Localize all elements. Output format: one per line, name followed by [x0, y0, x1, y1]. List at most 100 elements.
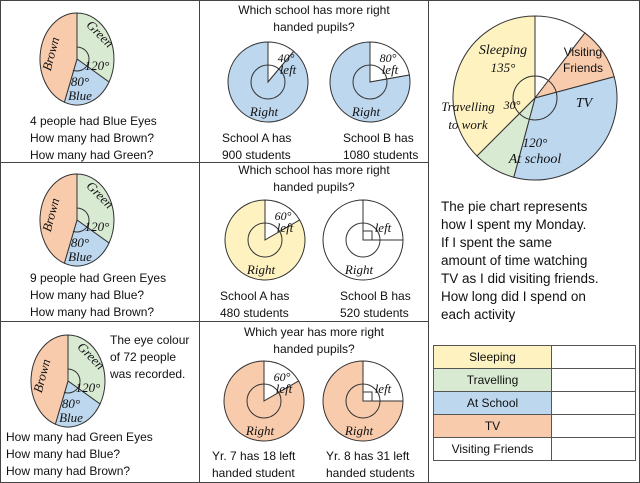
right-para-4: amount of time watching [441, 253, 588, 268]
table-answer-cell[interactable] [551, 437, 636, 461]
r3-pie-angle-arc-green [67, 368, 81, 388]
r3-pie-a-label-angle: 60° [274, 370, 291, 384]
r1-pie-angle-arc-blue [72, 64, 88, 72]
r3-pie-b-right-angle-mark [362, 391, 373, 402]
monday-label-visiting-2: Friends [563, 61, 603, 75]
right-para-7: each activity [441, 307, 516, 322]
r3-pie-a-label-right: Right [245, 423, 275, 438]
r1-pie-angle-arc-green [76, 46, 90, 66]
r1-pie-b-inner-ring [352, 64, 388, 100]
r3-pie-label-blue: Blue [59, 410, 83, 425]
monday-label-travelling-2: to work [448, 117, 488, 132]
r1-pie-a-label-angle: 40° [278, 51, 295, 65]
monday-label-school-angle: 120° [523, 135, 548, 150]
r3-pie-label-green-angle: 120° [76, 380, 101, 395]
table-row: Travelling [433, 368, 636, 392]
r1-pie-b-slice-left [369, 41, 410, 83]
r1-a-caption-1: School A has [222, 131, 292, 145]
monday-slice-travelling [476, 96, 536, 178]
monday-label-visiting-1: Visiting [564, 45, 602, 59]
r1-pie-slice-brown [39, 12, 78, 103]
r2-pie-label-green-angle: 120° [85, 219, 110, 234]
r3-title-2: handed pupils? [273, 342, 355, 356]
answer-table: Sleeping Travelling At School TV Visitin… [433, 345, 636, 461]
r1-pie-a-label-left: left [280, 62, 297, 77]
table-label-travelling: Travelling [433, 368, 552, 392]
r3-a-caption-2: handed student [212, 466, 295, 480]
r1-question-3: How many had Green? [30, 148, 154, 162]
table-row: TV [433, 414, 636, 438]
r2-pie-a-label-angle: 60° [275, 209, 292, 223]
r2-pie-slice-brown [39, 173, 78, 264]
r2-a-caption-2: 480 students [220, 306, 289, 320]
r1-pie-slice-green [76, 12, 115, 83]
r2-question-3: How many had Brown? [30, 305, 155, 319]
r1-b-caption-1: School B has [343, 131, 414, 145]
r2-pie-a-slice-right [224, 199, 306, 281]
r2-pie-a-inner-ring [247, 222, 283, 258]
r2-title-1: Which school has more right [238, 163, 390, 177]
table-label-sleeping: Sleeping [433, 345, 552, 369]
r3-pie-angle-arc-blue [63, 386, 79, 394]
right-para-1: The pie chart represents [441, 199, 588, 214]
r3-b-caption-2: handed students [326, 466, 415, 480]
r1-pie-label-blue: Blue [68, 88, 92, 103]
table-answer-cell[interactable] [551, 414, 636, 438]
right-para-5: TV as I did visiting friends. [441, 271, 599, 286]
table-answer-cell[interactable] [551, 345, 636, 369]
r1-pie-a-slice-right [227, 41, 309, 123]
r1-pie-b-slice-right [329, 41, 411, 123]
r3-question-1: How many had Green Eyes [6, 430, 153, 444]
r2-title-2: handed pupils? [273, 180, 355, 194]
r3-pie-label-blue-angle: 80° [62, 396, 80, 411]
r2-pie-label-blue-angle: 80° [71, 235, 89, 250]
r3-pie-b-label-left: left [375, 381, 392, 396]
monday-inner-ring [512, 75, 558, 121]
r1-title-2: handed pupils? [273, 20, 355, 34]
monday-slice-sleeping [452, 15, 536, 157]
r2-pie-b-label-left: left [375, 220, 392, 235]
r3-pie-a-inner-ring [246, 383, 282, 419]
table-label-tv: TV [433, 414, 552, 438]
r2-a-caption-1: School A has [220, 289, 290, 303]
table-label-visiting-friends: Visiting Friends [433, 437, 552, 461]
r3-b-caption-1: Yr. 8 has 31 left [326, 449, 410, 463]
r3-question-3: How many had Brown? [6, 464, 131, 478]
r1-pie-b-label-left: left [382, 62, 399, 77]
r3-pie-slice-brown [30, 334, 69, 425]
r3-pie-b-inner-ring [345, 383, 381, 419]
r2-pie-slice-green [76, 173, 115, 244]
monday-slice-at-school [513, 76, 618, 181]
r1-pie-a-label-right: Right [249, 104, 279, 119]
monday-label-travelling-angle: 30° [503, 98, 521, 112]
r1-pie-a-inner-ring [250, 64, 286, 100]
r2-pie-a-label-left: left [277, 220, 294, 235]
monday-label-sleeping-angle: 135° [491, 60, 516, 75]
r3-pie-b-slice-left [362, 360, 404, 402]
table-answer-cell[interactable] [551, 368, 636, 392]
r2-pie-angle-arc-blue [72, 225, 88, 233]
table-row: At School [433, 391, 636, 415]
r3-note-1: The eye colour [110, 333, 190, 347]
table-row: Sleeping [433, 345, 636, 369]
r3-title-1: Which year has more right [243, 325, 385, 339]
table-row: Visiting Friends [433, 437, 636, 461]
r1-title-1: Which school has more right [238, 3, 390, 17]
r3-note-2: of 72 people [110, 350, 177, 364]
r1-pie-label-green-angle: 120° [85, 58, 110, 73]
r1-pie-b-label-angle: 80° [380, 51, 397, 65]
table-answer-cell[interactable] [551, 391, 636, 415]
r3-pie-a-label-left: left [276, 381, 293, 396]
r2-pie-b-slice-left [362, 199, 404, 241]
monday-label-at-school: At school [508, 152, 562, 167]
monday-label-tv: TV [576, 96, 594, 111]
r1-pie-b-label-right: Right [351, 104, 381, 119]
r2-pie-b-label-right: Right [344, 262, 374, 277]
r2-b-caption-1: School B has [340, 289, 411, 303]
r3-pie-slice-green [67, 334, 106, 405]
r1-a-caption-2: 900 students [222, 148, 291, 162]
r1-b-caption-2: 1080 students [343, 148, 419, 162]
r3-pie-b-label-right: Right [344, 423, 374, 438]
r1-pie-label-blue-angle: 80° [71, 74, 89, 89]
